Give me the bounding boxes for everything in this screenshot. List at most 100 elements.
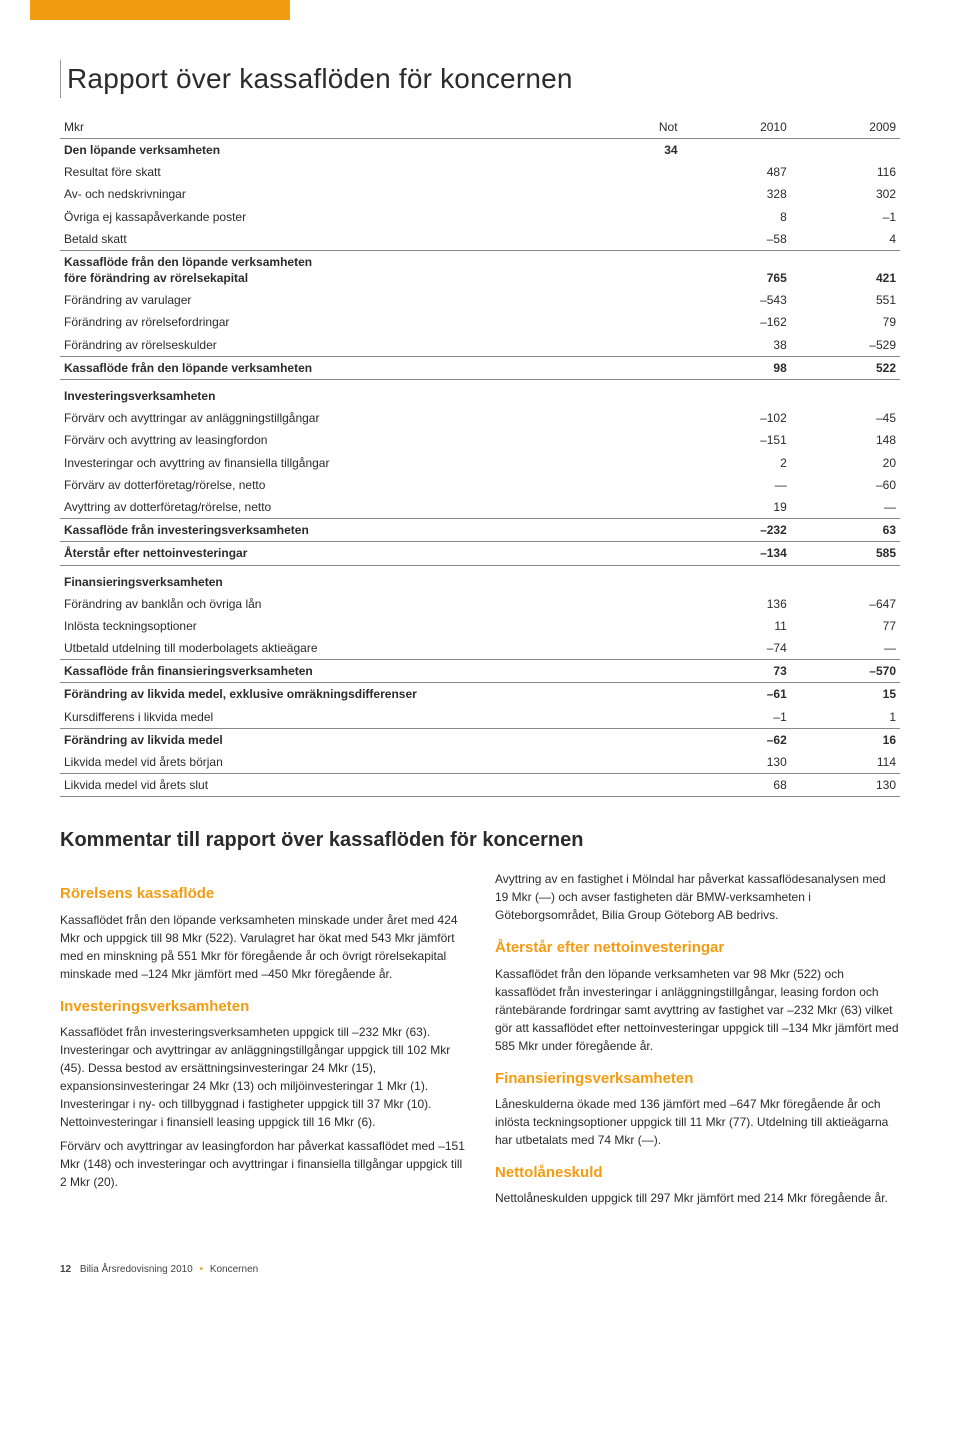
row-value	[598, 228, 682, 251]
row-value: —	[791, 637, 900, 660]
table-row: Betald skatt –584	[60, 228, 900, 251]
row-value: –58	[682, 228, 791, 251]
row-label: Resultat före skatt	[60, 161, 598, 183]
row-label: Kassaflöde från den löpande verksamheten	[60, 356, 598, 379]
row-value	[598, 774, 682, 797]
section-paragraph: Avyttring av en fastighet i Mölndal har …	[495, 870, 900, 924]
table-row: Återstår efter nettoinvesteringar–134585	[60, 542, 900, 565]
page-title: Rapport över kassaflöden för koncernen	[60, 60, 900, 98]
row-value: 68	[682, 774, 791, 797]
row-value: 136	[682, 593, 791, 615]
row-value	[598, 615, 682, 637]
row-value: 130	[682, 751, 791, 774]
row-value: —	[682, 474, 791, 496]
row-value	[598, 542, 682, 565]
row-value	[598, 161, 682, 183]
row-value: –543	[682, 289, 791, 311]
section-paragraph: Kassaflödet från den löpande verksamhete…	[60, 911, 465, 983]
row-value	[598, 683, 682, 706]
table-row: Likvida medel vid årets slut 68130	[60, 774, 900, 797]
row-value	[791, 138, 900, 161]
row-label: Investeringar och avyttring av finansiel…	[60, 452, 598, 474]
row-value	[598, 380, 682, 408]
row-value: –74	[682, 637, 791, 660]
row-value: –232	[682, 519, 791, 542]
row-value: 34	[598, 138, 682, 161]
row-value: 130	[791, 774, 900, 797]
row-value: 73	[682, 660, 791, 683]
table-row: Kassaflöde från den löpande verksamheten…	[60, 356, 900, 379]
row-value	[598, 183, 682, 205]
table-row: Avyttring av dotterföretag/rörelse, nett…	[60, 496, 900, 519]
section-paragraph: Förvärv och avyttringar av leasingfordon…	[60, 1137, 465, 1191]
row-value: 302	[791, 183, 900, 205]
table-row: Kassaflöde från den löpande verksamheten…	[60, 250, 900, 289]
row-value	[598, 356, 682, 379]
section-heading: Finansieringsverksamheten	[495, 1069, 900, 1089]
right-column: Avyttring av en fastighet i Mölndal har …	[495, 870, 900, 1213]
row-value	[598, 751, 682, 774]
row-value: –647	[791, 593, 900, 615]
row-label: Betald skatt	[60, 228, 598, 251]
row-value: 4	[791, 228, 900, 251]
table-row: Kassaflöde från finansieringsverksamhete…	[60, 660, 900, 683]
row-label: Förvärv och avyttringar av anläggningsti…	[60, 407, 598, 429]
table-row: Inlösta teckningsoptioner1177	[60, 615, 900, 637]
col-label: Mkr	[60, 116, 598, 139]
footer-divider-icon: •	[200, 1264, 204, 1275]
row-value: —	[791, 496, 900, 519]
row-value	[598, 706, 682, 729]
row-value	[682, 565, 791, 593]
row-value	[598, 289, 682, 311]
row-value: 328	[682, 183, 791, 205]
row-value: –102	[682, 407, 791, 429]
row-value: 148	[791, 429, 900, 451]
row-value	[598, 496, 682, 519]
row-label: Förändring av likvida medel	[60, 728, 598, 751]
section-heading: Rörelsens kassaflöde	[60, 884, 465, 904]
row-value	[598, 728, 682, 751]
cash-flow-table: Mkr Not 2010 2009 Den löpande verksamhet…	[60, 116, 900, 798]
table-row: Av- och nedskrivningar 328302	[60, 183, 900, 205]
row-label: Kassaflöde från finansieringsverksamhete…	[60, 660, 598, 683]
row-value	[598, 334, 682, 357]
row-value: –62	[682, 728, 791, 751]
row-value	[791, 565, 900, 593]
row-value: –1	[682, 706, 791, 729]
row-label: Av- och nedskrivningar	[60, 183, 598, 205]
row-label: Investeringsverksamheten	[60, 380, 598, 408]
row-label: Förvärv och avyttring av leasingfordon	[60, 429, 598, 451]
table-row: Förändring av varulager–543551	[60, 289, 900, 311]
row-value: 79	[791, 311, 900, 333]
row-value: 98	[682, 356, 791, 379]
page-content: Rapport över kassaflöden för koncernen M…	[0, 20, 960, 1307]
table-row: Finansieringsverksamheten	[60, 565, 900, 593]
section-paragraph: Nettolåneskulden uppgick till 297 Mkr jä…	[495, 1189, 900, 1207]
table-row: Den löpande verksamheten34	[60, 138, 900, 161]
row-label: Utbetald utdelning till moderbolagets ak…	[60, 637, 598, 660]
commentary-title: Kommentar till rapport över kassaflöden …	[60, 827, 900, 854]
row-label: Förändring av varulager	[60, 289, 598, 311]
row-value	[598, 429, 682, 451]
table-row: Investeringar och avyttring av finansiel…	[60, 452, 900, 474]
row-label: Förvärv av dotterföretag/rörelse, netto	[60, 474, 598, 496]
row-value: 116	[791, 161, 900, 183]
row-value: –570	[791, 660, 900, 683]
table-row: Kursdifferens i likvida medel–11	[60, 706, 900, 729]
row-value: 8	[682, 206, 791, 228]
section-heading: Återstår efter nettoinvesteringar	[495, 938, 900, 958]
row-value: 16	[791, 728, 900, 751]
row-label: Den löpande verksamheten	[60, 138, 598, 161]
row-value	[598, 660, 682, 683]
row-label: Likvida medel vid årets slut	[60, 774, 598, 797]
section-paragraph: Kassaflödet från investeringsverksamhete…	[60, 1023, 465, 1131]
footer-text-b: Koncernen	[210, 1264, 258, 1275]
table-row: Likvida medel vid årets början130114	[60, 751, 900, 774]
row-value: 11	[682, 615, 791, 637]
row-value	[682, 380, 791, 408]
row-label: Kassaflöde från investeringsverksamheten	[60, 519, 598, 542]
row-value: 522	[791, 356, 900, 379]
col-note: Not	[598, 116, 682, 139]
table-row: Kassaflöde från investeringsverksamheten…	[60, 519, 900, 542]
row-value: 421	[791, 250, 900, 289]
